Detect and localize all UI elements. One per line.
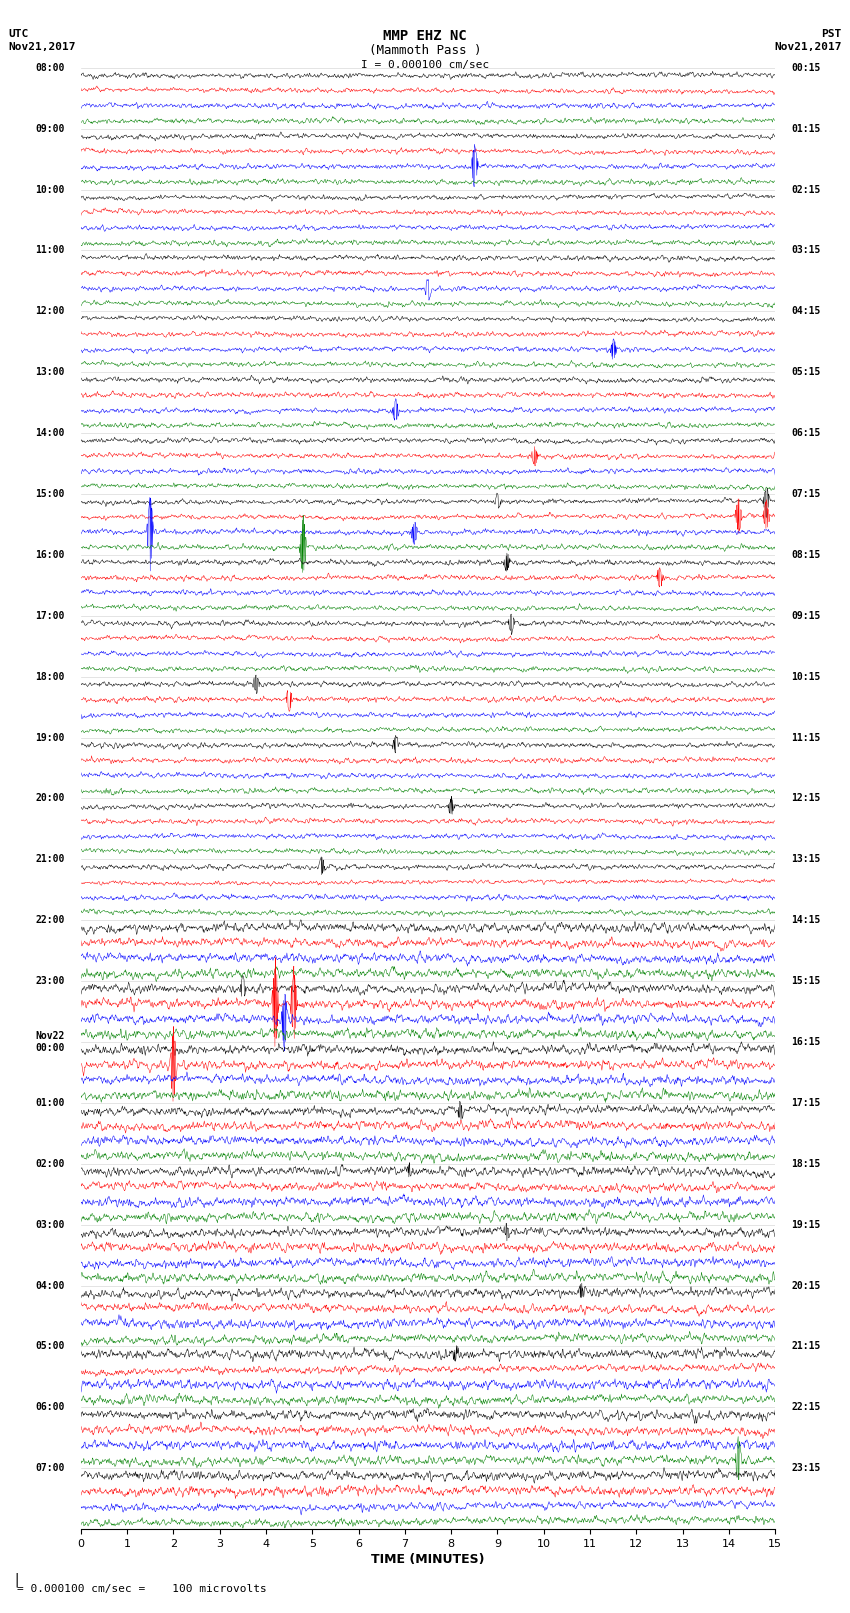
- Text: 08:00: 08:00: [35, 63, 65, 73]
- Text: 02:15: 02:15: [791, 184, 821, 195]
- Text: 08:15: 08:15: [791, 550, 821, 560]
- Text: MMP EHZ NC: MMP EHZ NC: [383, 29, 467, 44]
- Text: 15:15: 15:15: [791, 976, 821, 986]
- Text: 12:00: 12:00: [35, 306, 65, 316]
- Text: 16:00: 16:00: [35, 550, 65, 560]
- Text: (Mammoth Pass ): (Mammoth Pass ): [369, 44, 481, 56]
- Text: 11:15: 11:15: [791, 732, 821, 742]
- Text: 12:15: 12:15: [791, 794, 821, 803]
- Text: 14:15: 14:15: [791, 915, 821, 926]
- Text: 13:00: 13:00: [35, 368, 65, 377]
- Text: 20:15: 20:15: [791, 1281, 821, 1290]
- Text: 22:00: 22:00: [35, 915, 65, 926]
- Text: Nov21,2017: Nov21,2017: [774, 42, 842, 52]
- Text: 10:15: 10:15: [791, 671, 821, 682]
- Text: PST: PST: [821, 29, 842, 39]
- Text: 23:00: 23:00: [35, 976, 65, 986]
- Text: 09:15: 09:15: [791, 611, 821, 621]
- Text: 02:00: 02:00: [35, 1158, 65, 1169]
- Text: 03:15: 03:15: [791, 245, 821, 255]
- Text: Nov22
00:00: Nov22 00:00: [35, 1031, 65, 1053]
- X-axis label: TIME (MINUTES): TIME (MINUTES): [371, 1553, 484, 1566]
- Text: 07:15: 07:15: [791, 489, 821, 498]
- Text: Nov21,2017: Nov21,2017: [8, 42, 76, 52]
- Text: 16:15: 16:15: [791, 1037, 821, 1047]
- Text: 15:00: 15:00: [35, 489, 65, 498]
- Text: 21:00: 21:00: [35, 855, 65, 865]
- Text: 14:00: 14:00: [35, 427, 65, 439]
- Text: 11:00: 11:00: [35, 245, 65, 255]
- Text: UTC: UTC: [8, 29, 29, 39]
- Text: 10:00: 10:00: [35, 184, 65, 195]
- Text: 06:15: 06:15: [791, 427, 821, 439]
- Text: 05:15: 05:15: [791, 368, 821, 377]
- Text: 09:00: 09:00: [35, 124, 65, 134]
- Text: 19:00: 19:00: [35, 732, 65, 742]
- Text: 00:15: 00:15: [791, 63, 821, 73]
- Text: 13:15: 13:15: [791, 855, 821, 865]
- Text: 19:15: 19:15: [791, 1219, 821, 1229]
- Text: 18:15: 18:15: [791, 1158, 821, 1169]
- Text: 21:15: 21:15: [791, 1342, 821, 1352]
- Text: 04:15: 04:15: [791, 306, 821, 316]
- Text: 23:15: 23:15: [791, 1463, 821, 1473]
- Text: = 0.000100 cm/sec =    100 microvolts: = 0.000100 cm/sec = 100 microvolts: [17, 1584, 267, 1594]
- Text: 17:00: 17:00: [35, 611, 65, 621]
- Text: 06:00: 06:00: [35, 1402, 65, 1413]
- Text: 05:00: 05:00: [35, 1342, 65, 1352]
- Text: 07:00: 07:00: [35, 1463, 65, 1473]
- Text: 22:15: 22:15: [791, 1402, 821, 1413]
- Text: 01:00: 01:00: [35, 1098, 65, 1108]
- Text: 20:00: 20:00: [35, 794, 65, 803]
- Text: 03:00: 03:00: [35, 1219, 65, 1229]
- Text: I = 0.000100 cm/sec: I = 0.000100 cm/sec: [361, 60, 489, 69]
- Text: 17:15: 17:15: [791, 1098, 821, 1108]
- Text: 18:00: 18:00: [35, 671, 65, 682]
- Text: 04:00: 04:00: [35, 1281, 65, 1290]
- Text: 01:15: 01:15: [791, 124, 821, 134]
- Text: |: |: [13, 1573, 21, 1587]
